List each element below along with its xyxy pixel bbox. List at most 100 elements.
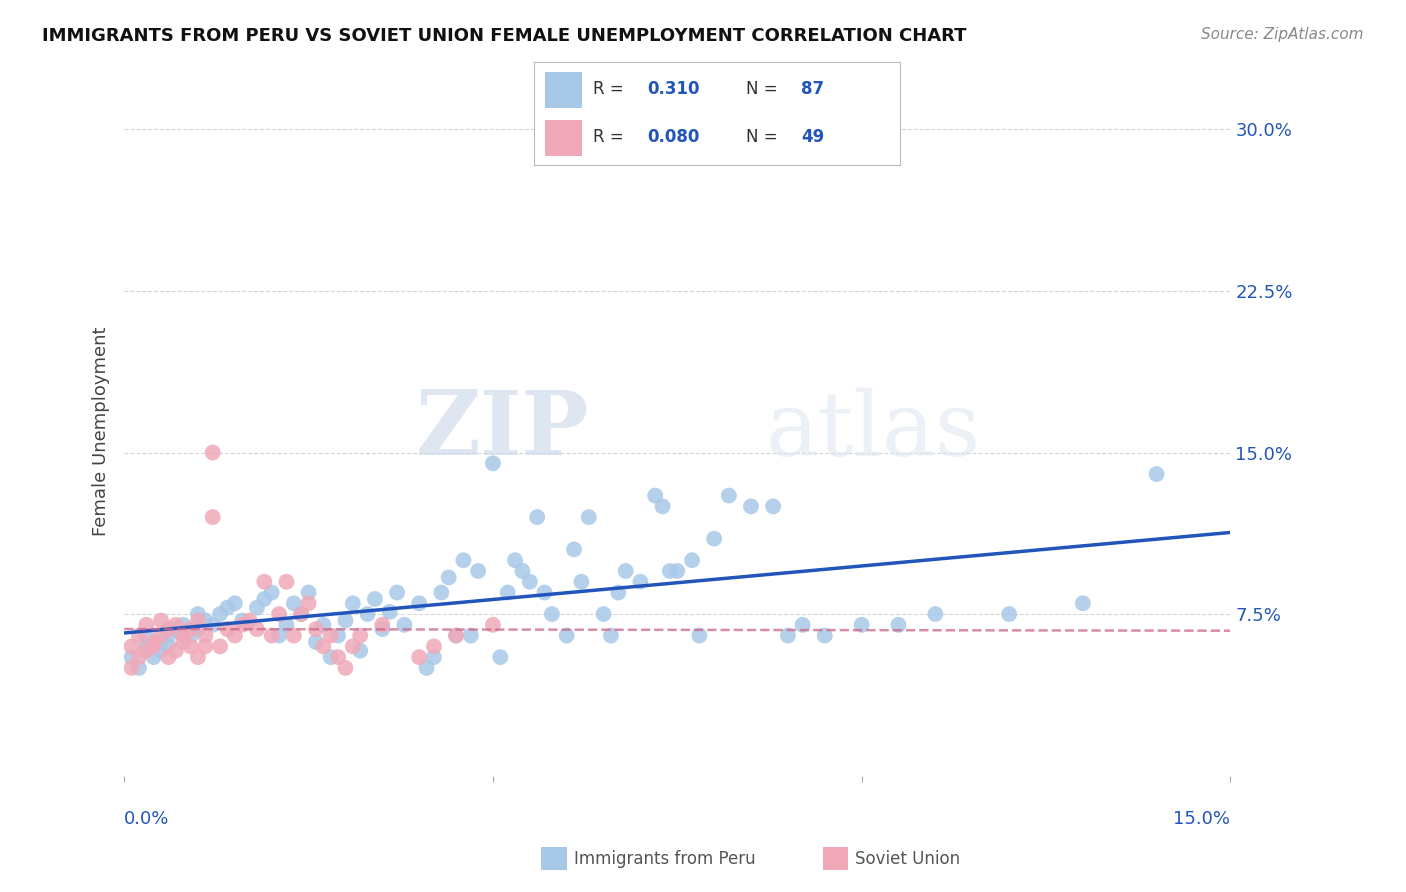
Point bbox=[135, 640, 157, 654]
Point bbox=[342, 596, 364, 610]
Point bbox=[260, 629, 283, 643]
Point bbox=[209, 640, 232, 654]
Point bbox=[681, 553, 703, 567]
Point bbox=[740, 500, 762, 514]
Point bbox=[533, 585, 555, 599]
Point bbox=[482, 456, 505, 470]
Point bbox=[342, 640, 364, 654]
Point bbox=[180, 629, 202, 643]
Point bbox=[157, 622, 180, 636]
Point bbox=[172, 617, 194, 632]
Text: 49: 49 bbox=[801, 128, 824, 146]
Point bbox=[651, 500, 673, 514]
Point bbox=[150, 643, 173, 657]
Point bbox=[260, 585, 283, 599]
Point bbox=[231, 617, 253, 632]
Text: Immigrants from Peru: Immigrants from Peru bbox=[574, 850, 755, 868]
Point bbox=[415, 661, 437, 675]
Point bbox=[444, 629, 467, 643]
Text: R =: R = bbox=[593, 80, 628, 98]
Point bbox=[297, 585, 319, 599]
Point bbox=[121, 650, 143, 665]
Point bbox=[666, 564, 689, 578]
Point bbox=[217, 622, 239, 636]
Point bbox=[290, 607, 312, 621]
Point bbox=[142, 650, 165, 665]
Point bbox=[187, 607, 209, 621]
Point bbox=[924, 607, 946, 621]
Point bbox=[180, 640, 202, 654]
Point bbox=[201, 445, 224, 459]
Point bbox=[658, 564, 681, 578]
Point bbox=[349, 643, 371, 657]
Point bbox=[165, 643, 187, 657]
Point bbox=[887, 617, 910, 632]
Point bbox=[283, 629, 305, 643]
Text: ZIP: ZIP bbox=[415, 387, 589, 475]
FancyBboxPatch shape bbox=[546, 71, 582, 108]
Point bbox=[290, 607, 312, 621]
Point bbox=[121, 640, 143, 654]
Point bbox=[201, 510, 224, 524]
Point bbox=[503, 553, 526, 567]
Text: N =: N = bbox=[747, 80, 783, 98]
Point bbox=[253, 592, 276, 607]
Point bbox=[142, 635, 165, 649]
Point bbox=[239, 614, 262, 628]
Point bbox=[349, 629, 371, 643]
Point bbox=[276, 617, 298, 632]
Point bbox=[172, 629, 194, 643]
Point bbox=[326, 629, 349, 643]
Point bbox=[150, 635, 173, 649]
Point bbox=[541, 607, 564, 621]
Point bbox=[128, 650, 150, 665]
Point bbox=[128, 629, 150, 643]
Point bbox=[157, 629, 180, 643]
Point bbox=[437, 570, 460, 584]
Point bbox=[319, 629, 342, 643]
Text: 0.0%: 0.0% bbox=[124, 810, 170, 828]
Point bbox=[180, 622, 202, 636]
Point bbox=[1146, 467, 1168, 481]
Point bbox=[703, 532, 725, 546]
Point bbox=[335, 661, 357, 675]
Point bbox=[187, 622, 209, 636]
Y-axis label: Female Unemployment: Female Unemployment bbox=[93, 326, 110, 536]
Point bbox=[231, 614, 253, 628]
Text: R =: R = bbox=[593, 128, 628, 146]
Point bbox=[201, 617, 224, 632]
Point bbox=[776, 629, 799, 643]
Point bbox=[267, 607, 290, 621]
Point bbox=[157, 650, 180, 665]
Text: 15.0%: 15.0% bbox=[1174, 810, 1230, 828]
Point bbox=[555, 629, 578, 643]
Point bbox=[394, 617, 416, 632]
Point bbox=[283, 596, 305, 610]
Point bbox=[253, 574, 276, 589]
Point bbox=[717, 489, 740, 503]
Point bbox=[165, 617, 187, 632]
Point bbox=[224, 629, 246, 643]
Point bbox=[762, 500, 785, 514]
Point bbox=[578, 510, 600, 524]
Point bbox=[217, 600, 239, 615]
Point bbox=[312, 640, 335, 654]
Point bbox=[519, 574, 541, 589]
FancyBboxPatch shape bbox=[546, 120, 582, 156]
Point bbox=[319, 650, 342, 665]
Point bbox=[335, 614, 357, 628]
Text: 0.080: 0.080 bbox=[648, 128, 700, 146]
Point bbox=[312, 617, 335, 632]
Point bbox=[592, 607, 614, 621]
Point bbox=[305, 622, 328, 636]
Point bbox=[814, 629, 837, 643]
Point bbox=[644, 489, 666, 503]
Point bbox=[150, 629, 173, 643]
Point bbox=[194, 640, 217, 654]
Point bbox=[165, 622, 187, 636]
Point bbox=[246, 622, 269, 636]
Point bbox=[496, 585, 519, 599]
Point bbox=[135, 629, 157, 643]
Point bbox=[408, 596, 430, 610]
Point bbox=[460, 629, 482, 643]
